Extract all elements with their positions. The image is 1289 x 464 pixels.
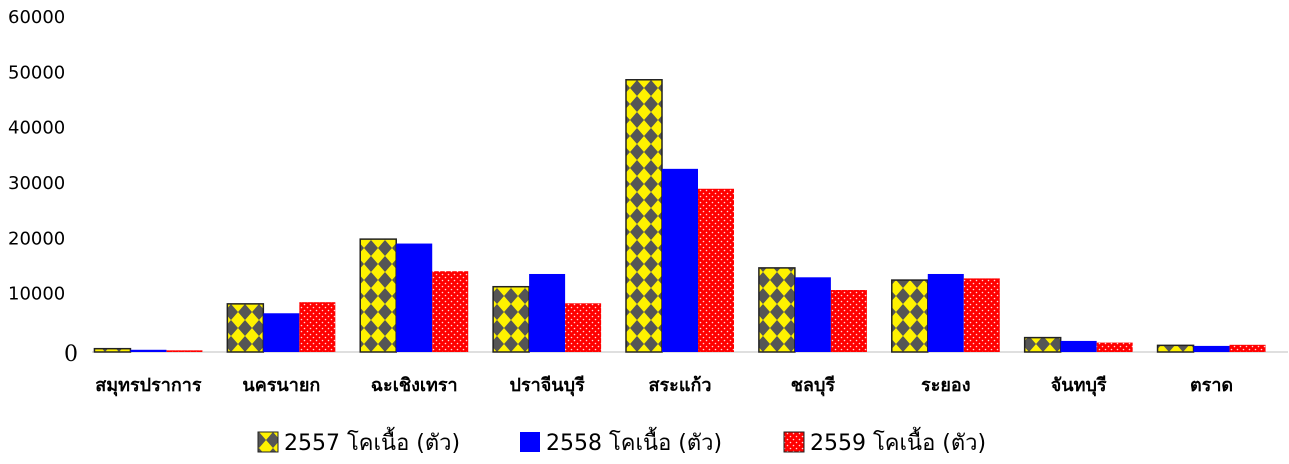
bars-layer <box>93 79 1266 353</box>
bar-2-3 <box>396 243 433 352</box>
x-tick-label: ชลบุรี <box>791 375 836 397</box>
bar-3-3 <box>432 271 469 352</box>
legend-swatch-3 <box>783 431 805 453</box>
bar-3-9 <box>1229 344 1266 352</box>
y-tick-label: 60000 <box>8 7 65 28</box>
legend-swatch-2 <box>520 432 540 452</box>
x-tick-label: ฉะเชิงเทรา <box>371 375 458 396</box>
bar-3-6 <box>830 290 867 352</box>
bar-2-7 <box>927 273 964 352</box>
bar-1-3 <box>359 238 397 353</box>
bar-2-8 <box>1060 340 1097 352</box>
bar-2-5 <box>662 168 698 352</box>
bar-1-9 <box>1156 344 1195 353</box>
x-tick-label: นครนายก <box>242 375 320 396</box>
bar-1-1 <box>93 347 132 353</box>
x-tick-label: ปราจีนบุรี <box>510 375 585 397</box>
y-tick-label: 30000 <box>8 173 65 194</box>
y-tick-label: 10000 <box>8 284 65 305</box>
x-tick-label: สมุทรปราการ <box>95 375 202 397</box>
bar-2-9 <box>1193 345 1230 352</box>
bar-2-4 <box>529 273 566 352</box>
bar-3-1 <box>166 350 203 352</box>
bar-3-4 <box>565 303 602 352</box>
y-axis: 0 10000 20000 30000 40000 50000 60000 <box>8 7 78 367</box>
bar-3-7 <box>963 278 1000 352</box>
x-tick-label: สระแก้ว <box>649 375 712 396</box>
legend-swatch-1 <box>257 431 279 453</box>
y-tick-label: 50000 <box>8 62 65 83</box>
bar-1-5 <box>625 79 663 353</box>
y-tick-label: 20000 <box>8 228 65 249</box>
y-tick-label: 0 <box>64 342 78 367</box>
bar-1-2 <box>226 303 265 353</box>
legend-label-2: 2558 โคเนื้อ (ตัว) <box>546 427 722 456</box>
x-tick-label: ตราด <box>1190 375 1233 396</box>
bar-2-2 <box>263 313 300 352</box>
bar-1-6 <box>758 267 796 353</box>
bar-1-4 <box>492 285 530 353</box>
bar-2-1 <box>130 349 167 352</box>
legend: 2557 โคเนื้อ (ตัว) 2558 โคเนื้อ (ตัว) 2559… <box>257 427 986 456</box>
bar-2-6 <box>794 277 831 352</box>
bar-3-2 <box>299 302 336 352</box>
legend-label-3: 2559 โคเนื้อ (ตัว) <box>810 427 986 456</box>
bar-1-8 <box>1023 336 1062 353</box>
bar-1-7 <box>891 279 929 353</box>
y-tick-label: 40000 <box>8 118 65 139</box>
bar-3-8 <box>1096 342 1133 352</box>
x-axis: สมุทรปราการ นครนายก ฉะเชิงเทรา ปราจีนบุรี สร… <box>95 375 1233 397</box>
bar-3-5 <box>698 188 734 352</box>
x-tick-label: จันทบุรี <box>1051 375 1107 397</box>
legend-label-1: 2557 โคเนื้อ (ตัว) <box>284 427 460 456</box>
x-tick-label: ระยอง <box>921 375 970 396</box>
